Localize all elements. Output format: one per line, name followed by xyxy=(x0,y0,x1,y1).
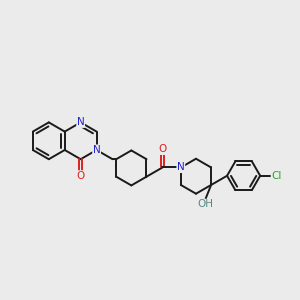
Text: N: N xyxy=(177,163,185,172)
Text: Cl: Cl xyxy=(272,171,282,181)
Text: OH: OH xyxy=(198,199,214,209)
Text: O: O xyxy=(76,171,85,181)
Text: N: N xyxy=(93,145,101,155)
Text: O: O xyxy=(158,144,166,154)
Text: N: N xyxy=(77,117,85,128)
